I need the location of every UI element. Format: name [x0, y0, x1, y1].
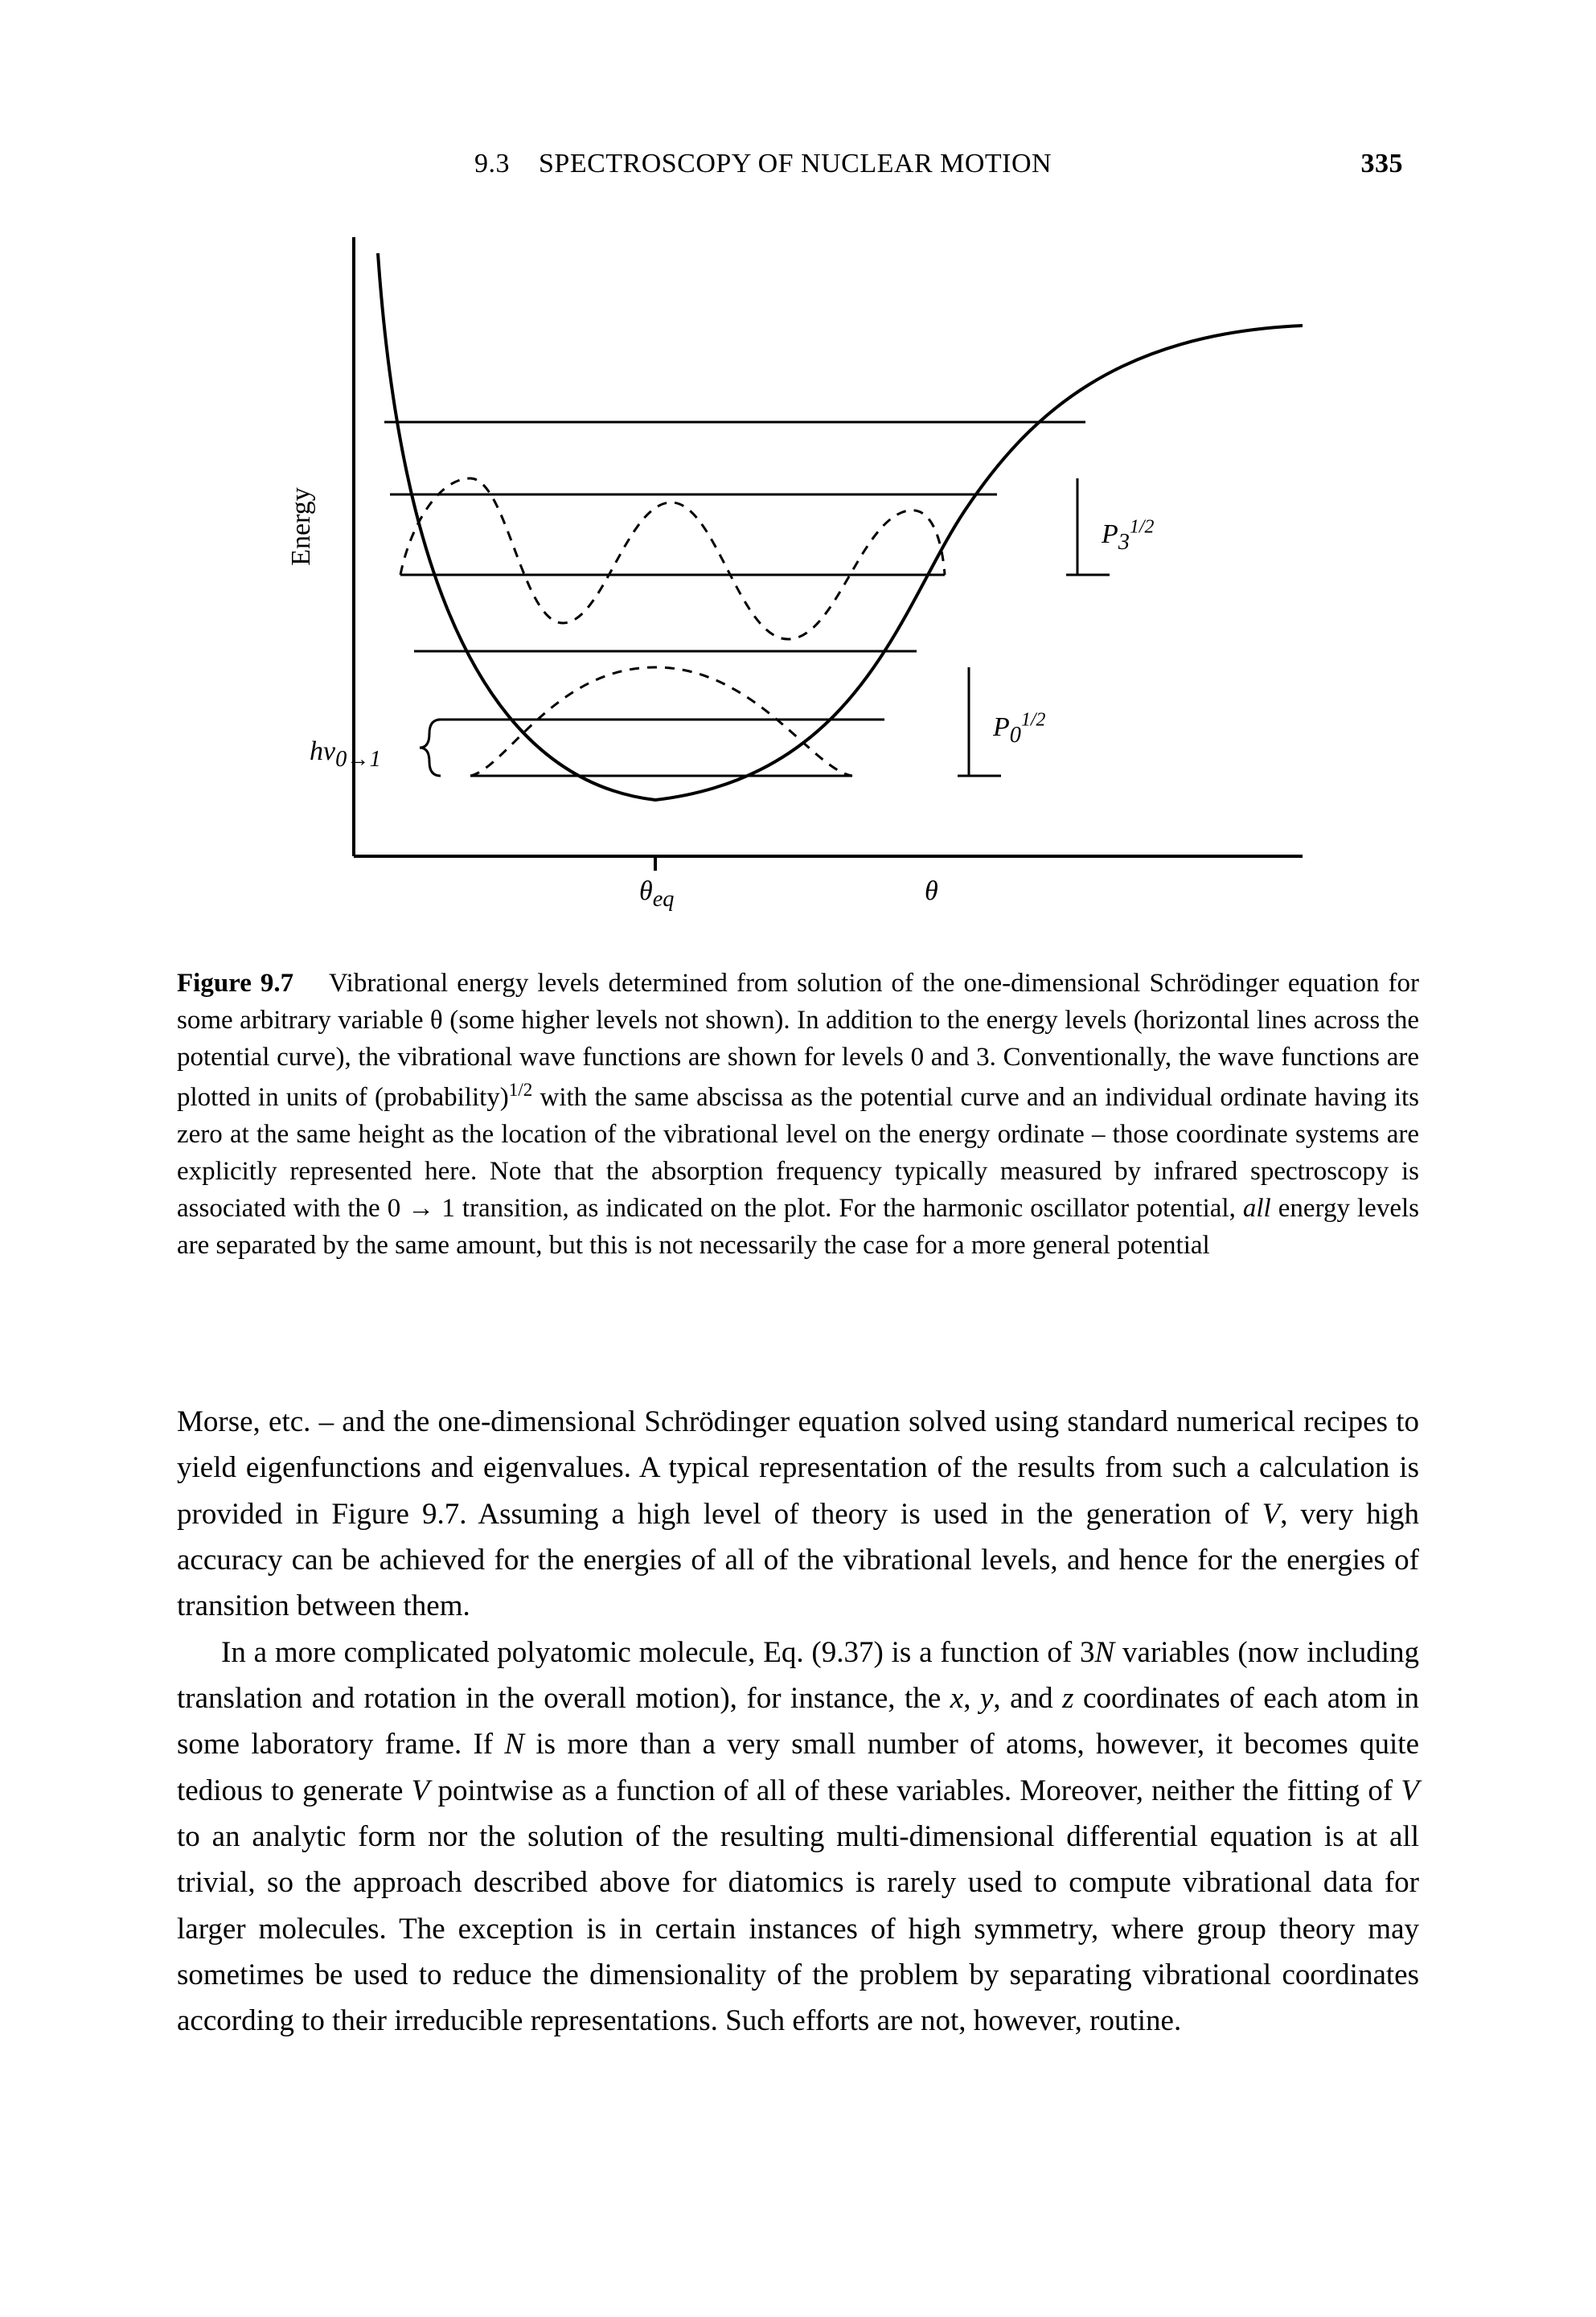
- page-number: 335: [1361, 149, 1404, 179]
- header-section: 9.3 SPECTROSCOPY OF NUCLEAR MOTION: [474, 149, 1052, 179]
- paragraph-2: In a more complicated polyatomic molecul…: [177, 1630, 1419, 2044]
- body-text: Morse, etc. – and the one-dimensional Sc…: [177, 1399, 1419, 2044]
- svg-text:Energy: Energy: [286, 487, 316, 566]
- paragraph-1: Morse, etc. – and the one-dimensional Sc…: [177, 1399, 1419, 1630]
- figure-caption-text: Vibrational energy levels determined fro…: [177, 969, 1419, 1260]
- header-section-number: 9.3: [474, 149, 510, 178]
- figure-9-7: EnergyP01/2P31/2hν0→1θeqθ: [265, 221, 1335, 921]
- page: 9.3 SPECTROSCOPY OF NUCLEAR MOTION 335 E…: [0, 0, 1596, 2317]
- figure-label: Figure 9.7: [177, 969, 293, 998]
- header-section-title: SPECTROSCOPY OF NUCLEAR MOTION: [539, 149, 1052, 178]
- figure-caption: Figure 9.7 Vibrational energy levels det…: [177, 965, 1419, 1265]
- figure-svg: EnergyP01/2P31/2hν0→1θeqθ: [265, 221, 1335, 921]
